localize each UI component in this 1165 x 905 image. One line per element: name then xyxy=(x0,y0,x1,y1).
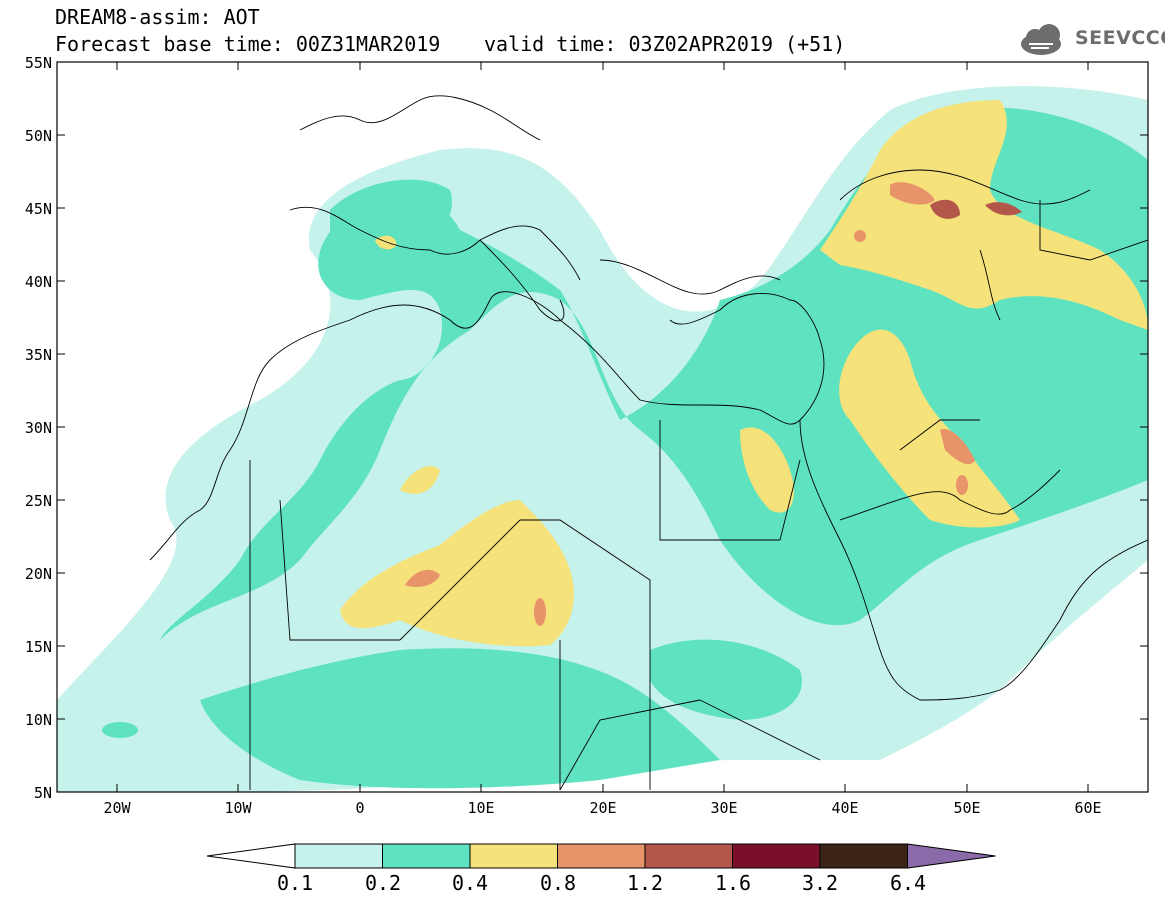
colorbar-box xyxy=(819,843,908,869)
valid-time: valid time: 03Z02APR2019 (+51) xyxy=(484,32,846,56)
lat-label: 45N xyxy=(24,200,52,218)
lon-label: 0 xyxy=(355,799,365,817)
colorbar-box xyxy=(469,843,558,869)
lat-label: 50N xyxy=(24,127,52,145)
lat-label: 20N xyxy=(24,565,52,583)
lon-label: 20W xyxy=(103,799,131,817)
colorbar-box xyxy=(557,843,646,869)
colorbar-label: 0.8 xyxy=(539,871,577,895)
colorbar xyxy=(206,843,996,869)
lat-label: 10N xyxy=(24,711,52,729)
frame-ticks xyxy=(57,62,1148,792)
lat-label: 25N xyxy=(24,492,52,510)
coastlines xyxy=(149,95,1148,791)
map-frame xyxy=(56,61,1149,793)
colorbar-label: 1.2 xyxy=(626,871,664,895)
lon-label: 50E xyxy=(953,799,981,817)
colorbar-label: 6.4 xyxy=(889,871,927,895)
lat-label: 15N xyxy=(24,638,52,656)
colorbar-box xyxy=(294,843,383,869)
aot-level-0-4 xyxy=(340,100,1148,647)
aot-level-1-2 xyxy=(930,199,1022,219)
colorbar-arrow-left xyxy=(206,843,296,869)
lat-label: 5N xyxy=(33,784,52,802)
colorbar-box xyxy=(644,843,733,869)
colorbar-label: 1.6 xyxy=(714,871,752,895)
colorbar-box xyxy=(732,843,821,869)
colorbar-arrow-right xyxy=(907,843,996,869)
colorbar-label: 0.4 xyxy=(451,871,489,895)
cloud-icon xyxy=(1021,24,1061,55)
map-title: DREAM8-assim: AOT xyxy=(55,5,260,29)
colorbar-label: 3.2 xyxy=(801,871,839,895)
lon-label: 20E xyxy=(589,799,617,817)
lat-label: 35N xyxy=(24,346,52,364)
lat-label: 40N xyxy=(24,273,52,291)
colorbar-label: 0.1 xyxy=(276,871,314,895)
lat-label: 30N xyxy=(24,419,52,437)
colorbar-label: 0.2 xyxy=(364,871,402,895)
lon-label: 10E xyxy=(467,799,495,817)
seevccc-logo: SEEVCCC xyxy=(1075,27,1165,49)
aot-level-0-8 xyxy=(405,182,975,626)
lon-label: 40E xyxy=(831,799,859,817)
lon-label: 30E xyxy=(710,799,738,817)
lat-label: 55N xyxy=(24,54,52,72)
lon-label: 10W xyxy=(224,799,252,817)
lon-label: 60E xyxy=(1074,799,1102,817)
forecast-base-time: Forecast base time: 00Z31MAR2019 xyxy=(55,32,441,56)
colorbar-box xyxy=(382,843,471,869)
